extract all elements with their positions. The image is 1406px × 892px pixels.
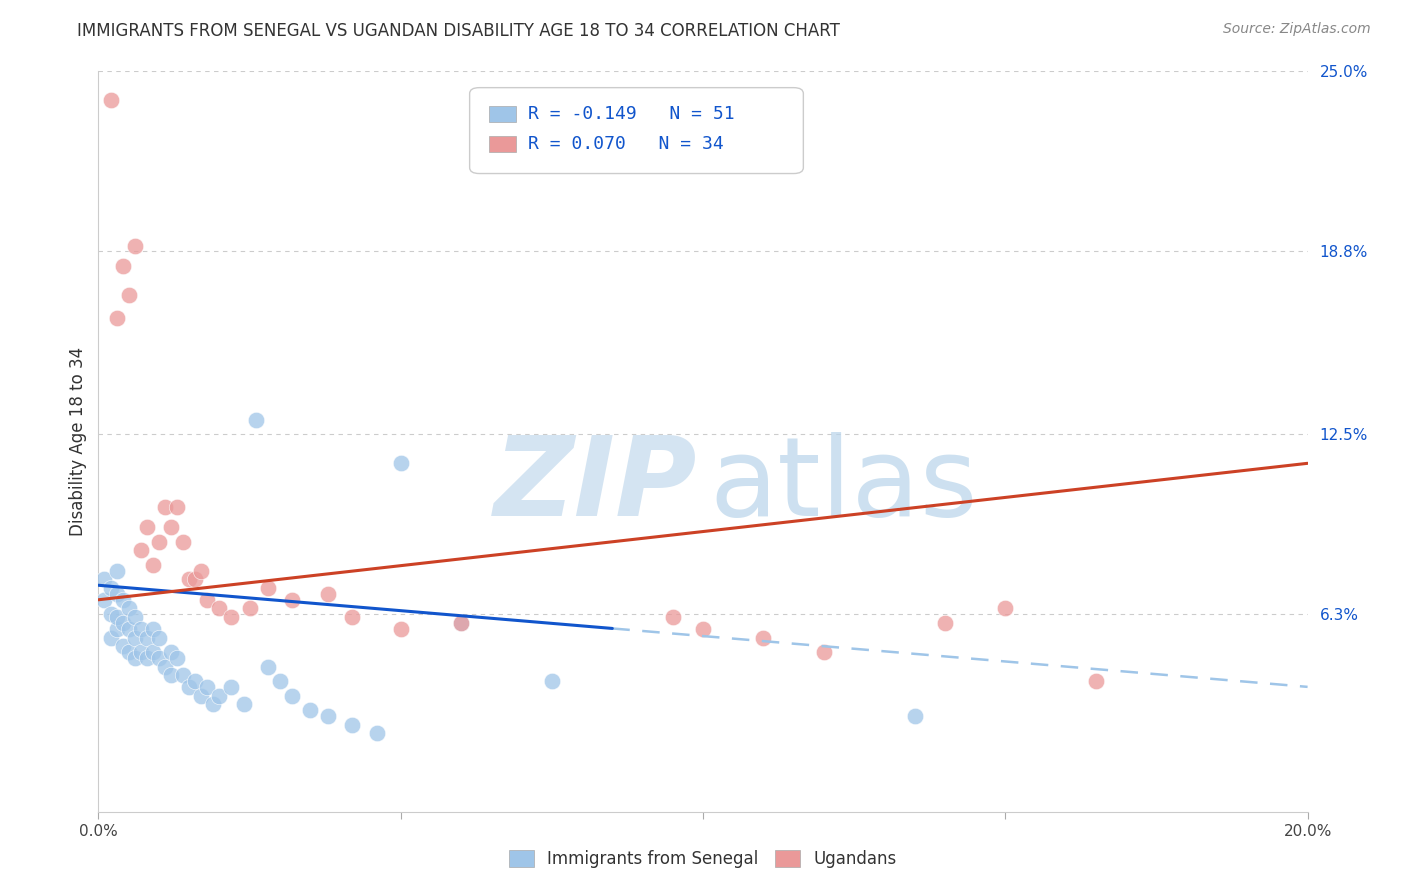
Point [752,631,775,645]
Text: R = 0.070   N = 34: R = 0.070 N = 34 [527,135,724,153]
Point [129,645,152,659]
Text: IMMIGRANTS FROM SENEGAL VS UGANDAN DISABILITY AGE 18 TO 34 CORRELATION CHART: IMMIGRANTS FROM SENEGAL VS UGANDAN DISAB… [77,22,841,40]
Point [124,610,146,624]
Point [111,592,134,607]
Point [135,631,157,645]
Point [148,650,170,665]
Point [184,573,207,587]
Point [160,668,183,682]
Point [813,645,835,659]
Point [111,639,134,653]
Point [208,601,231,615]
Point [105,311,128,326]
Point [342,717,364,731]
Point [111,259,134,273]
Bar [489,106,516,122]
Point [232,698,254,712]
Point [195,592,218,607]
Point [239,601,262,615]
Point [172,668,194,682]
Point [124,631,146,645]
Text: atlas: atlas [709,433,977,540]
Point [179,573,201,587]
Point [184,674,207,689]
Point [661,610,683,624]
Y-axis label: Disability Age 18 to 34: Disability Age 18 to 34 [69,347,87,536]
Point [342,610,364,624]
Point [100,631,122,645]
Point [142,558,165,572]
Legend: Immigrants from Senegal, Ugandans: Immigrants from Senegal, Ugandans [502,843,904,875]
Point [994,601,1017,615]
Point [245,413,267,427]
Point [105,610,128,624]
Point [1085,674,1108,689]
Point [692,622,714,636]
Point [142,645,165,659]
Point [118,601,141,615]
Point [450,615,472,630]
Point [142,622,165,636]
Point [450,615,472,630]
Text: Source: ZipAtlas.com: Source: ZipAtlas.com [1223,22,1371,37]
Point [179,680,201,694]
Point [100,581,122,595]
Point [166,650,188,665]
Point [172,534,194,549]
Point [934,615,956,630]
Point [190,689,212,703]
Point [281,592,304,607]
Point [105,564,128,578]
Point [316,709,339,723]
Point [100,607,122,622]
Text: ZIP: ZIP [494,433,697,540]
Point [281,689,304,703]
Point [93,592,115,607]
Point [190,564,212,578]
Point [221,680,243,694]
Point [148,534,170,549]
Point [124,238,146,252]
Point [160,645,183,659]
Point [135,520,157,534]
Point [202,698,225,712]
Point [153,659,176,673]
Point [111,615,134,630]
Point [105,587,128,601]
Point [129,622,152,636]
Point [256,581,278,595]
Point [153,500,176,514]
Point [366,726,388,740]
FancyBboxPatch shape [470,87,803,174]
Point [93,573,115,587]
Point [135,650,157,665]
Point [148,631,170,645]
Point [389,456,412,470]
Point [269,674,291,689]
Point [100,94,122,108]
Point [904,709,927,723]
Point [540,674,562,689]
Text: R = -0.149   N = 51: R = -0.149 N = 51 [527,105,734,123]
Point [195,680,218,694]
Bar [489,136,516,152]
Point [208,689,231,703]
Point [105,622,128,636]
Point [221,610,243,624]
Point [256,659,278,673]
Point [160,520,183,534]
Point [118,622,141,636]
Point [118,288,141,302]
Point [389,622,412,636]
Point [166,500,188,514]
Point [129,543,152,558]
Point [316,587,339,601]
Point [118,645,141,659]
Point [124,650,146,665]
Point [299,703,322,717]
